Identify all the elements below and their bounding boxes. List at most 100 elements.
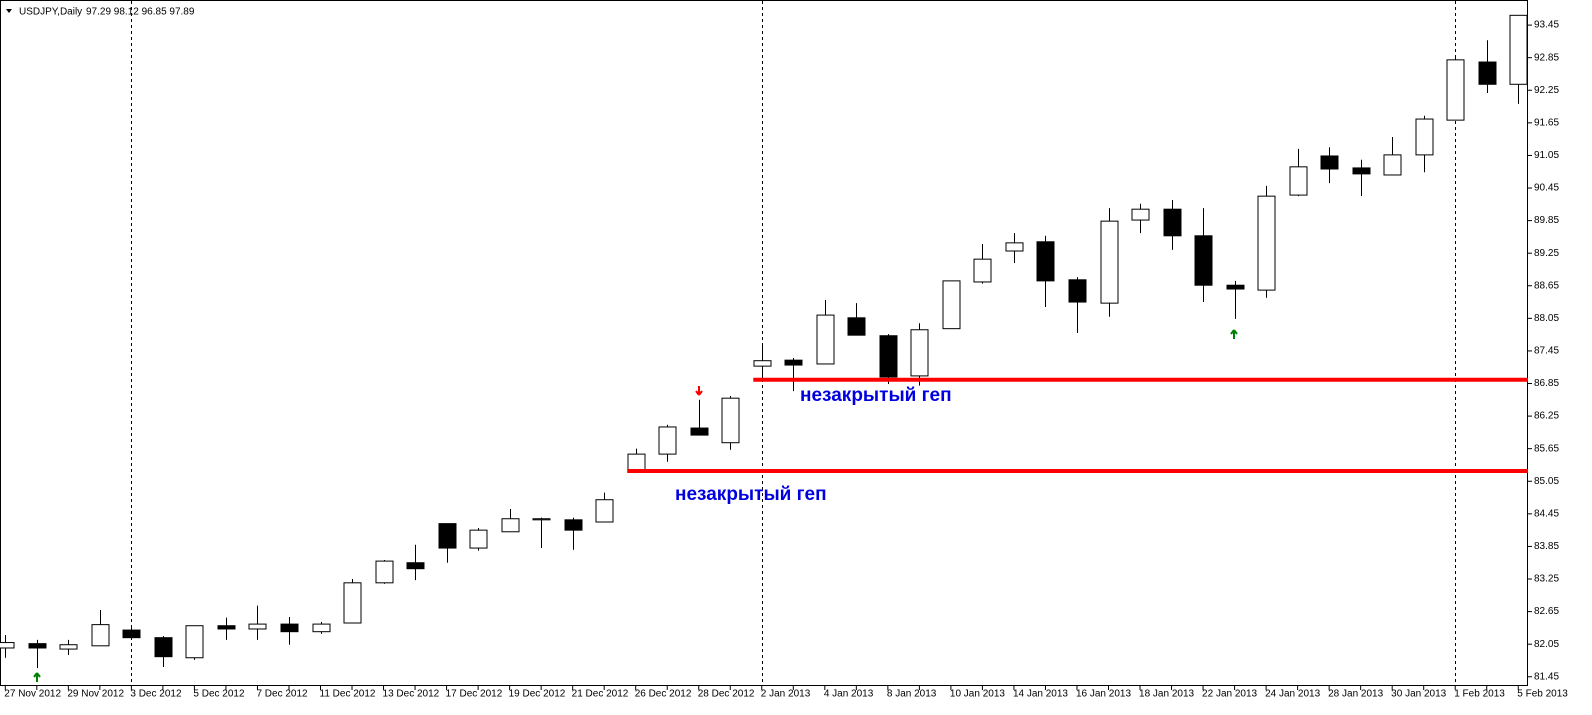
y-tick-label: 92.25 [1534,85,1559,96]
y-tick-label: 92.85 [1534,52,1559,63]
candle-body [1289,166,1308,196]
candle-body [816,314,835,365]
candle-body [784,359,803,366]
y-tick-label: 82.65 [1534,606,1559,617]
y-tick-label: 83.85 [1534,541,1559,552]
candle-body [532,518,551,521]
candle-body [280,623,299,633]
candle-body [1257,195,1276,291]
candle-body [1446,59,1465,121]
quote: 97.29 98.12 96.85 97.89 [86,7,195,18]
candle-body [658,426,677,455]
annotation: незакрытый геп [800,385,952,406]
y-tick-label: 93.45 [1534,20,1559,31]
candle-body [438,523,457,549]
candle-body [942,280,961,330]
y-tick-label: 86.25 [1534,411,1559,422]
candle-body [847,317,866,336]
candle-body [1194,235,1213,286]
candle-body [1478,61,1497,85]
x-tick-label: 21 Dec 2012 [572,689,629,700]
chart-title: USDJPY,Daily [19,7,82,18]
candle-body [469,529,488,549]
candle-body [185,625,204,659]
candle-body [753,360,772,367]
candle-body [217,625,236,630]
x-tick-label: 29 Nov 2012 [67,689,124,700]
candle-body [564,519,583,531]
y-tick-label: 88.05 [1534,313,1559,324]
x-tick-label: 1 Feb 2013 [1454,689,1505,700]
annotation: незакрытый геп [675,484,827,505]
y-tick-label: 85.05 [1534,476,1559,487]
candle-body [122,629,141,639]
candle-body [1036,241,1055,282]
plot-frame [0,0,1528,686]
y-tick-label: 83.25 [1534,574,1559,585]
candle-body [973,258,992,283]
x-tick-label: 19 Dec 2012 [509,689,566,700]
x-tick-label: 28 Jan 2013 [1328,689,1383,700]
candle-body [1415,118,1434,156]
y-tick-label: 89.85 [1534,215,1559,226]
candle-body [1226,284,1245,290]
x-tick-label: 5 Dec 2012 [193,689,245,700]
candle-body [1163,208,1182,237]
signal-arrow [695,386,703,396]
candle-body [312,623,331,633]
x-tick-label: 5 Feb 2013 [1517,689,1568,700]
x-tick-label: 4 Jan 2013 [824,689,874,700]
x-tick-label: 24 Jan 2013 [1265,689,1320,700]
signal-arrow [1230,329,1238,339]
y-tick-label: 85.65 [1534,443,1559,454]
x-tick-label: 2 Jan 2013 [761,689,811,700]
menu-triangle [6,9,12,13]
candle-body [690,427,709,436]
candle-body [154,637,173,658]
candle-body [1383,154,1402,176]
candle-body [910,329,929,377]
x-tick-label: 30 Jan 2013 [1391,689,1446,700]
candle-body [28,643,47,649]
candle-body [1068,279,1087,303]
x-tick-label: 27 Nov 2012 [4,689,61,700]
candle-body [627,453,646,472]
signal-arrow [33,672,41,682]
candle-body [1320,155,1339,170]
candle-body [1131,208,1150,221]
candle-body [595,499,614,523]
x-tick-label: 28 Dec 2012 [698,689,755,700]
candle-body [1509,14,1528,85]
y-tick-label: 88.65 [1534,280,1559,291]
candle-body [1352,167,1371,175]
x-tick-label: 11 Dec 2012 [320,689,376,700]
candle-body [721,397,740,444]
y-tick-label: 91.65 [1534,117,1559,128]
y-tick-label: 89.25 [1534,248,1559,259]
candle-body [0,642,15,649]
x-tick-label: 13 Dec 2012 [383,689,440,700]
candle-body [248,623,267,630]
y-tick-label: 84.45 [1534,508,1559,519]
y-tick-label: 87.45 [1534,346,1559,357]
x-tick-label: 26 Dec 2012 [635,689,692,700]
y-tick-label: 86.85 [1534,378,1559,389]
x-tick-label: 16 Jan 2013 [1076,689,1131,700]
candle-body [406,562,425,570]
x-tick-label: 8 Jan 2013 [887,689,937,700]
candle-body [343,582,362,624]
y-tick-label: 90.45 [1534,183,1559,194]
candle-body [501,518,520,533]
x-tick-label: 22 Jan 2013 [1202,689,1257,700]
candle-body [91,624,110,647]
candle-body [59,644,78,650]
candle-body [1005,242,1024,252]
candle-body [375,560,394,584]
candle-body [879,335,898,378]
y-tick-label: 81.45 [1534,671,1559,682]
y-tick-label: 82.05 [1534,639,1559,650]
candle-body [1100,220,1119,304]
x-tick-label: 3 Dec 2012 [130,689,182,700]
